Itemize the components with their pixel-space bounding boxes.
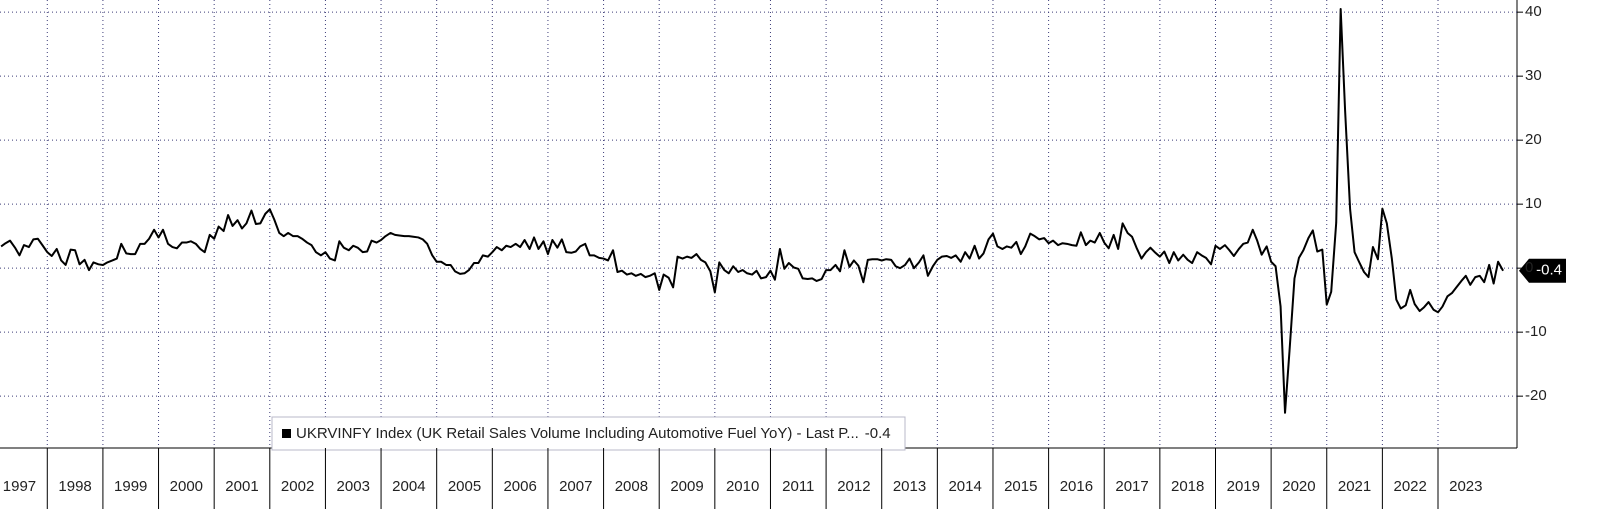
x-tick-label: 2011 xyxy=(782,478,814,495)
x-tick-label: 2022 xyxy=(1394,478,1427,495)
x-tick-label: 2005 xyxy=(448,478,481,495)
badge-label: -0.4 xyxy=(1536,262,1562,279)
x-tick-label: 2003 xyxy=(337,478,370,495)
y-tick-label: 20 xyxy=(1525,131,1542,148)
x-tick-label: 2012 xyxy=(837,478,870,495)
badge-shape xyxy=(1519,258,1566,283)
y-tick-label: -20 xyxy=(1525,387,1547,404)
x-tick-label: 1999 xyxy=(114,478,147,495)
x-tick-label: 2014 xyxy=(948,478,981,495)
x-tick-label: 2023 xyxy=(1449,478,1482,495)
axes: -20 -10 0 10 20 30 40 1997 1998 1999 2000 2001 2002 2… xyxy=(3,3,1547,509)
x-tick-label: 2016 xyxy=(1060,478,1093,495)
x-tick-label: 2009 xyxy=(670,478,703,495)
legend-label: UKRVINFY Index (UK Retail Sales Volume I… xyxy=(296,425,859,442)
legend-marker xyxy=(282,429,291,438)
x-tick-label: 2013 xyxy=(893,478,926,495)
x-tick-label: 2004 xyxy=(392,478,425,495)
x-tick-label: 2017 xyxy=(1115,478,1148,495)
x-tick-label: 2001 xyxy=(225,478,258,495)
x-tick-label: 2015 xyxy=(1004,478,1037,495)
series-line xyxy=(0,7,1504,414)
x-tick-label: 2002 xyxy=(281,478,314,495)
x-tick-label: 2018 xyxy=(1171,478,1204,495)
x-tick-label: 1998 xyxy=(58,478,91,495)
grid xyxy=(0,0,1517,448)
legend-box xyxy=(271,416,906,451)
y-tick-label: 30 xyxy=(1525,67,1542,84)
x-tick-label: 1997 xyxy=(3,478,36,495)
x-tick-label: 2000 xyxy=(170,478,203,495)
legend: UKRVINFY Index (UK Retail Sales Volume I… xyxy=(271,416,906,451)
last-value-badge: -0.4 xyxy=(1519,258,1566,283)
y-tick-label: -10 xyxy=(1525,323,1547,340)
x-tick-label: 2008 xyxy=(615,478,648,495)
y-tick-label: 40 xyxy=(1525,3,1542,20)
legend-value: -0.4 xyxy=(865,425,891,442)
x-tick-label: 2020 xyxy=(1282,478,1315,495)
x-tick-label: 2006 xyxy=(503,478,536,495)
plot xyxy=(0,7,1504,414)
x-tick-label: 2019 xyxy=(1227,478,1260,495)
y-tick-label: 10 xyxy=(1525,195,1542,212)
x-tick-label: 2021 xyxy=(1338,478,1371,495)
x-tick-label: 2010 xyxy=(726,478,759,495)
x-tick-label: 2007 xyxy=(559,478,592,495)
y-tick-label: 0 xyxy=(1525,259,1533,276)
